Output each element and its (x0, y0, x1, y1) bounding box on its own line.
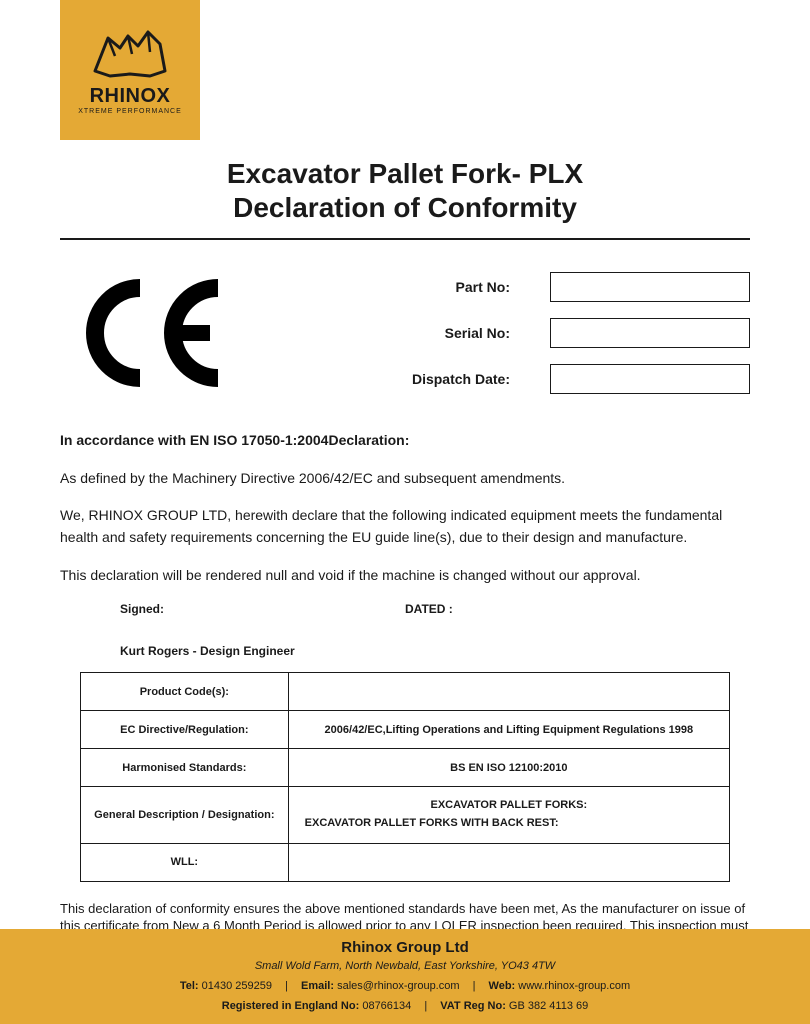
field-part-no: Part No: (260, 272, 750, 302)
tel-label: Tel: (180, 980, 199, 992)
serial-no-label: Serial No: (330, 325, 510, 341)
field-serial-no: Serial No: (260, 318, 750, 348)
footer-registration: Registered in England No: 08766134 | VAT… (0, 1000, 810, 1012)
signature-row: Signed: DATED : (0, 602, 810, 616)
title-line-2: Declaration of Conformity (0, 192, 810, 224)
reg-eng-label: Registered in England No: (222, 1000, 360, 1012)
table-row: Harmonised Standards: BS EN ISO 12100:20… (81, 749, 730, 787)
email-label: Email: (301, 980, 334, 992)
title-underline (60, 238, 750, 240)
declaration-heading: In accordance with EN ISO 17050-1:2004De… (60, 430, 750, 452)
desc-line-2: EXCAVATOR PALLET FORKS WITH BACK REST: (297, 815, 721, 833)
logo-tagline: XTREME PERFORMANCE (78, 108, 182, 115)
rhino-logo-icon (90, 26, 170, 81)
spec-value: BS EN ISO 12100:2010 (288, 749, 729, 787)
spec-value: EXCAVATOR PALLET FORKS: EXCAVATOR PALLET… (288, 787, 729, 843)
separator: | (285, 980, 288, 992)
spec-table: Product Code(s): EC Directive/Regulation… (80, 672, 730, 881)
spec-label: General Description / Designation: (81, 787, 289, 843)
table-row: Product Code(s): (81, 673, 730, 711)
table-row: WLL: (81, 843, 730, 881)
declaration-para-2: We, RHINOX GROUP LTD, herewith declare t… (60, 505, 750, 548)
serial-no-input[interactable] (550, 318, 750, 348)
logo-brand-text: RHINOX (90, 85, 171, 108)
vat-value: GB 382 4113 69 (509, 1000, 588, 1012)
reg-eng-value: 08766134 (362, 1000, 411, 1012)
separator: | (424, 1000, 427, 1012)
ce-mark-icon (60, 268, 240, 398)
vat-label: VAT Reg No: (440, 1000, 506, 1012)
web-value: www.rhinox-group.com (518, 980, 630, 992)
footer-company: Rhinox Group Ltd (0, 939, 810, 956)
table-row: General Description / Designation: EXCAV… (81, 787, 730, 843)
declaration-para-3: This declaration will be rendered null a… (60, 565, 750, 587)
spec-label: Product Code(s): (81, 673, 289, 711)
spec-value: 2006/42/EC,Lifting Operations and Liftin… (288, 711, 729, 749)
title-line-1: Excavator Pallet Fork- PLX (0, 158, 810, 190)
footer-address: Small Wold Farm, North Newbald, East Yor… (0, 960, 810, 972)
dispatch-date-label: Dispatch Date: (330, 371, 510, 387)
email-value: sales@rhinox-group.com (337, 980, 459, 992)
spec-label: Harmonised Standards: (81, 749, 289, 787)
logo-box: RHINOX XTREME PERFORMANCE (60, 0, 200, 140)
signer-name: Kurt Rogers - Design Engineer (0, 644, 810, 658)
spec-label: EC Directive/Regulation: (81, 711, 289, 749)
separator: | (473, 980, 476, 992)
web-label: Web: (489, 980, 516, 992)
table-row: EC Directive/Regulation: 2006/42/EC,Lift… (81, 711, 730, 749)
declaration-para-1: As defined by the Machinery Directive 20… (60, 468, 750, 490)
spec-value (288, 843, 729, 881)
field-dispatch-date: Dispatch Date: (260, 364, 750, 394)
part-no-label: Part No: (330, 279, 510, 295)
dated-label: DATED : (405, 602, 690, 616)
part-no-input[interactable] (550, 272, 750, 302)
spec-label: WLL: (81, 843, 289, 881)
tel-value: 01430 259259 (202, 980, 272, 992)
footer-contact: Tel: 01430 259259 | Email: sales@rhinox-… (0, 980, 810, 992)
spec-value (288, 673, 729, 711)
signed-label: Signed: (120, 602, 405, 616)
dispatch-date-input[interactable] (550, 364, 750, 394)
title-block: Excavator Pallet Fork- PLX Declaration o… (0, 158, 810, 224)
field-list: Part No: Serial No: Dispatch Date: (260, 272, 750, 394)
footer: Rhinox Group Ltd Small Wold Farm, North … (0, 929, 810, 1024)
ce-fields-row: Part No: Serial No: Dispatch Date: (0, 268, 810, 398)
desc-line-1: EXCAVATOR PALLET FORKS: (297, 797, 721, 815)
declaration-body: In accordance with EN ISO 17050-1:2004De… (0, 430, 810, 586)
